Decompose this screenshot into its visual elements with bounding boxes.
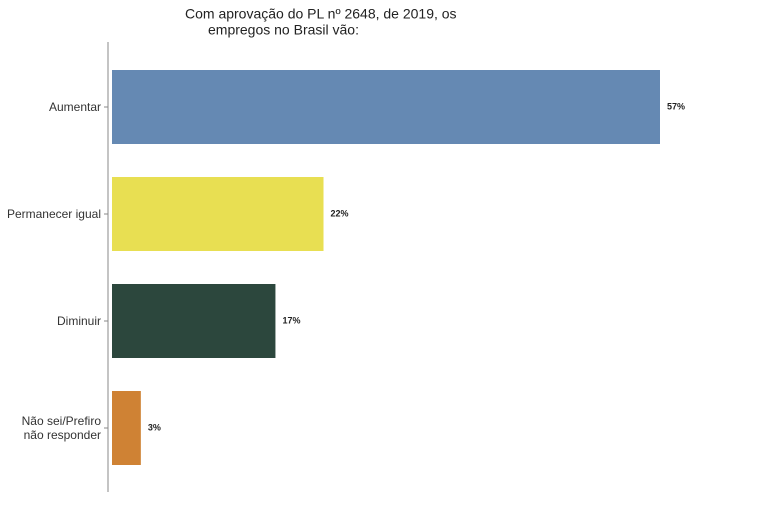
bar — [112, 70, 660, 144]
y-tick-label: Diminuir — [56, 314, 101, 328]
chart-title: Com aprovação do PL nº 2648, de 2019, os — [185, 6, 457, 22]
bar — [112, 284, 276, 358]
bar — [112, 391, 141, 465]
bar — [112, 177, 324, 251]
value-label: 3% — [148, 422, 161, 432]
chart-title: empregos no Brasil vão: — [208, 22, 359, 38]
value-label: 22% — [331, 208, 349, 218]
y-tick-label: Não sei/Prefiro não responder — [21, 414, 101, 442]
value-label: 17% — [282, 315, 300, 325]
value-label: 57% — [667, 101, 685, 111]
y-tick-label: Aumentar — [48, 100, 101, 114]
y-tick-label: Permanecer igual — [6, 207, 101, 221]
